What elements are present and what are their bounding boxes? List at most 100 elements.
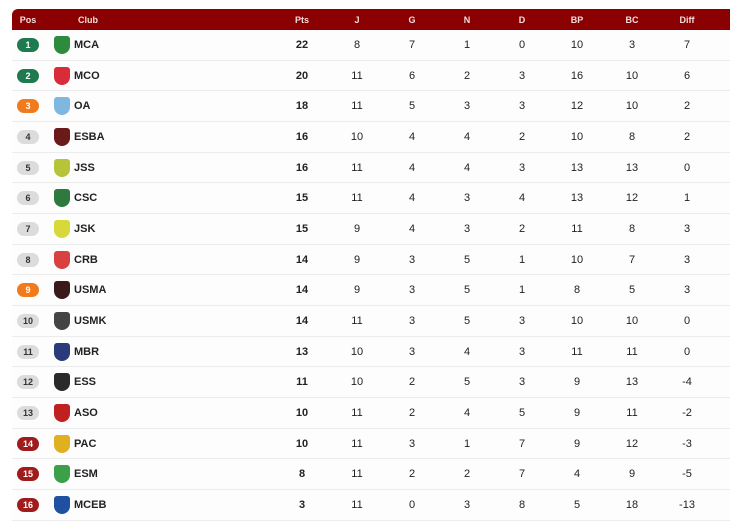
club-logo-icon	[54, 36, 70, 54]
position-badge: 3	[17, 99, 39, 114]
cell-bp: 13	[570, 192, 584, 205]
cell-diff: 0	[683, 314, 691, 327]
cell-g: 6	[408, 69, 416, 82]
table-row[interactable]: 11 MBR 13 10 3 4 3 11 11 0	[12, 336, 730, 368]
club-name[interactable]: ESM	[74, 468, 98, 481]
cell-diff: 3	[683, 284, 691, 297]
cell-pts: 13	[295, 345, 309, 358]
cell-d: 7	[518, 437, 526, 450]
cell-diff: 6	[683, 69, 691, 82]
cell-j: 11	[351, 498, 363, 511]
header-diff[interactable]: Diff	[679, 15, 695, 25]
header-pos[interactable]: Pos	[19, 15, 37, 25]
cell-j: 11	[351, 437, 363, 450]
position-badge: 5	[17, 160, 39, 175]
table-row[interactable]: 15 ESM 8 11 2 2 7 4 9 -5	[12, 459, 730, 490]
cell-d: 3	[518, 376, 526, 389]
cell-g: 2	[408, 376, 416, 389]
position-badge: 4	[17, 129, 39, 144]
cell-j: 10	[350, 345, 364, 358]
club-logo-icon	[54, 127, 70, 146]
cell-bc: 10	[625, 69, 639, 82]
club-name[interactable]: ASO	[74, 406, 98, 419]
cell-pts: 3	[298, 498, 306, 511]
cell-bc: 13	[625, 161, 639, 174]
club-name[interactable]: ESS	[74, 376, 97, 389]
header-n[interactable]: N	[463, 15, 471, 25]
club-name[interactable]: PAC	[74, 437, 97, 450]
club-logo-icon	[54, 97, 70, 116]
table-row[interactable]: 6 CSC 15 11 4 3 4 13 12 1	[12, 183, 730, 214]
cell-bp: 9	[573, 406, 581, 419]
cell-d: 3	[518, 345, 526, 358]
cell-bp: 11	[571, 345, 583, 358]
club-name[interactable]: ESBA	[74, 130, 105, 143]
club-name[interactable]: JSK	[74, 222, 96, 235]
table-row[interactable]: 14 PAC 10 11 3 1 7 9 12 -3	[12, 428, 730, 460]
table-row[interactable]: 2 MCO 20 11 6 2 3 16 10 6	[12, 60, 730, 92]
cell-bp: 9	[573, 376, 581, 389]
table-row[interactable]: 3 OA 18 11 5 3 3 12 10 2	[12, 91, 730, 122]
cell-bc: 13	[625, 376, 639, 389]
cell-g: 3	[408, 345, 416, 358]
cell-pts: 10	[295, 406, 309, 419]
club-name[interactable]: CSC	[74, 192, 98, 205]
club-logo-icon	[54, 465, 70, 484]
cell-g: 0	[408, 498, 416, 511]
header-bp[interactable]: BP	[570, 15, 584, 25]
cell-bp: 10	[570, 39, 584, 51]
table-row[interactable]: 8 CRB 14 9 3 5 1 10 7 3	[12, 244, 730, 276]
cell-pts: 8	[298, 468, 306, 481]
header-club[interactable]: Club	[78, 15, 98, 25]
header-pts[interactable]: Pts	[294, 15, 310, 25]
table-row[interactable]: 1 MCA 22 8 7 1 0 10 3 7	[12, 30, 730, 61]
cell-n: 4	[463, 345, 471, 358]
table-row[interactable]: 10 USMK 14 11 3 5 3 10 10 0	[12, 305, 730, 337]
table-row[interactable]: 16 MCEB 3 11 0 3 8 5 18 -13	[12, 489, 730, 521]
club-name[interactable]: JSS	[74, 161, 95, 174]
club-name[interactable]: MCEB	[74, 498, 107, 511]
club-name[interactable]: USMK	[74, 314, 107, 327]
table-row[interactable]: 5 JSS 16 11 4 4 3 13 13 0	[12, 152, 730, 184]
cell-n: 4	[463, 161, 471, 174]
club-name[interactable]: OA	[74, 100, 91, 113]
cell-d: 3	[518, 161, 526, 174]
cell-pts: 14	[295, 314, 309, 327]
table-row[interactable]: 13 ASO 10 11 2 4 5 9 11 -2	[12, 397, 730, 429]
club-logo-icon	[54, 311, 70, 330]
cell-g: 3	[408, 437, 416, 450]
cell-diff: 0	[683, 345, 691, 358]
cell-pts: 18	[295, 100, 309, 113]
table-row[interactable]: 9 USMA 14 9 3 5 1 8 5 3	[12, 275, 730, 306]
club-name[interactable]: MBR	[74, 345, 100, 358]
header-g[interactable]: G	[408, 15, 416, 25]
table-row[interactable]: 12 ESS 11 10 2 5 3 9 13 -4	[12, 367, 730, 398]
club-name[interactable]: USMA	[74, 284, 107, 297]
cell-j: 11	[351, 406, 363, 419]
cell-j: 11	[351, 314, 363, 327]
header-bc[interactable]: BC	[625, 15, 639, 25]
header-j[interactable]: J	[354, 15, 360, 25]
cell-d: 8	[518, 498, 526, 511]
cell-d: 3	[518, 314, 526, 327]
cell-diff: 2	[683, 130, 691, 143]
position-badge: 8	[17, 252, 39, 267]
cell-bc: 11	[626, 406, 638, 419]
cell-bc: 9	[628, 468, 636, 481]
header-d[interactable]: D	[518, 15, 526, 25]
table-row[interactable]: 4 ESBA 16 10 4 4 2 10 8 2	[12, 121, 730, 153]
cell-bc: 7	[628, 253, 636, 266]
cell-diff: 0	[683, 161, 691, 174]
club-name[interactable]: MCA	[74, 39, 100, 51]
cell-j: 11	[351, 192, 363, 205]
cell-g: 7	[408, 39, 416, 51]
cell-bp: 9	[573, 437, 581, 450]
position-badge: 10	[17, 313, 39, 328]
table-row[interactable]: 7 JSK 15 9 4 3 2 11 8 3	[12, 213, 730, 245]
cell-bp: 10	[570, 253, 584, 266]
club-name[interactable]: CRB	[74, 253, 98, 266]
cell-d: 1	[518, 284, 526, 297]
position-badge: 14	[17, 436, 39, 451]
club-name[interactable]: MCO	[74, 69, 100, 82]
cell-bp: 10	[570, 314, 584, 327]
